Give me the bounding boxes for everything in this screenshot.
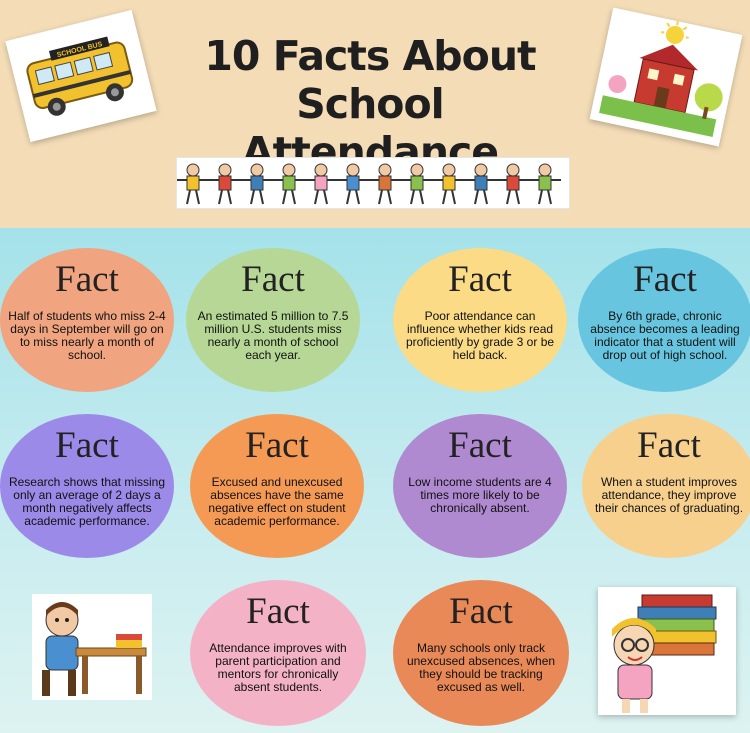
girl-with-books-icon xyxy=(598,587,736,715)
page-title: 10 Facts About School Attendance xyxy=(170,32,570,176)
kid-figure xyxy=(241,163,273,205)
fact-heading: Fact xyxy=(55,259,119,300)
fact-circle-7: Fact Low income students are 4 times mor… xyxy=(393,414,567,558)
fact-heading: Fact xyxy=(55,425,119,466)
fact-text: Low income students are 4 times more lik… xyxy=(408,475,552,515)
kid-figure xyxy=(369,163,401,205)
fact-circle-3: Fact Poor attendance can influence wheth… xyxy=(393,248,567,392)
kid-figure xyxy=(273,163,305,205)
fact-heading: Fact xyxy=(448,259,512,300)
student-at-desk-icon xyxy=(32,594,152,700)
fact-circle-1: Fact Half of students who miss 2-4 days … xyxy=(0,248,174,392)
kid-figure xyxy=(497,163,529,205)
kid-figure xyxy=(465,163,497,205)
kid-figure xyxy=(401,163,433,205)
fact-circle-4: Fact By 6th grade, chronic absence becom… xyxy=(578,248,750,392)
fact-text: Many schools only track unexcused absenc… xyxy=(406,641,556,694)
fact-text: Research shows that missing only an aver… xyxy=(8,475,166,528)
school-house-icon xyxy=(589,7,743,147)
fact-heading: Fact xyxy=(448,425,512,466)
kids-holding-hands-icon xyxy=(176,157,570,209)
kid-figure xyxy=(209,163,241,205)
kid-figure xyxy=(529,163,561,205)
fact-text: An estimated 5 million to 7.5 million U.… xyxy=(197,309,349,362)
fact-heading: Fact xyxy=(449,591,513,632)
school-bus-icon: SCHOOL BUS xyxy=(5,9,157,143)
fact-circle-2: Fact An estimated 5 million to 7.5 milli… xyxy=(186,248,360,392)
fact-text: Half of students who miss 2-4 days in Se… xyxy=(8,309,166,362)
fact-heading: Fact xyxy=(633,259,697,300)
kid-figure xyxy=(305,163,337,205)
fact-heading: Fact xyxy=(246,591,310,632)
kid-figure xyxy=(337,163,369,205)
kid-figure xyxy=(177,163,209,205)
fact-text: Excused and unexcused absences have the … xyxy=(208,475,346,528)
fact-text: Attendance improves with parent particip… xyxy=(209,641,347,694)
fact-heading: Fact xyxy=(637,425,701,466)
title-line-1: 10 Facts About xyxy=(204,32,536,80)
fact-circle-10: Fact Many schools only track unexcused a… xyxy=(393,580,569,726)
fact-circle-8: Fact When a student improves attendance,… xyxy=(582,414,750,558)
fact-circle-5: Fact Research shows that missing only an… xyxy=(0,414,174,558)
fact-text: By 6th grade, chronic absence becomes a … xyxy=(590,309,740,362)
fact-heading: Fact xyxy=(241,259,305,300)
fact-circle-6: Fact Excused and unexcused absences have… xyxy=(190,414,364,558)
fact-circle-9: Fact Attendance improves with parent par… xyxy=(190,580,366,726)
fact-heading: Fact xyxy=(245,425,309,466)
fact-text: Poor attendance can influence whether ki… xyxy=(405,309,555,362)
fact-text: When a student improves attendance, they… xyxy=(594,475,744,515)
kid-figure xyxy=(433,163,465,205)
